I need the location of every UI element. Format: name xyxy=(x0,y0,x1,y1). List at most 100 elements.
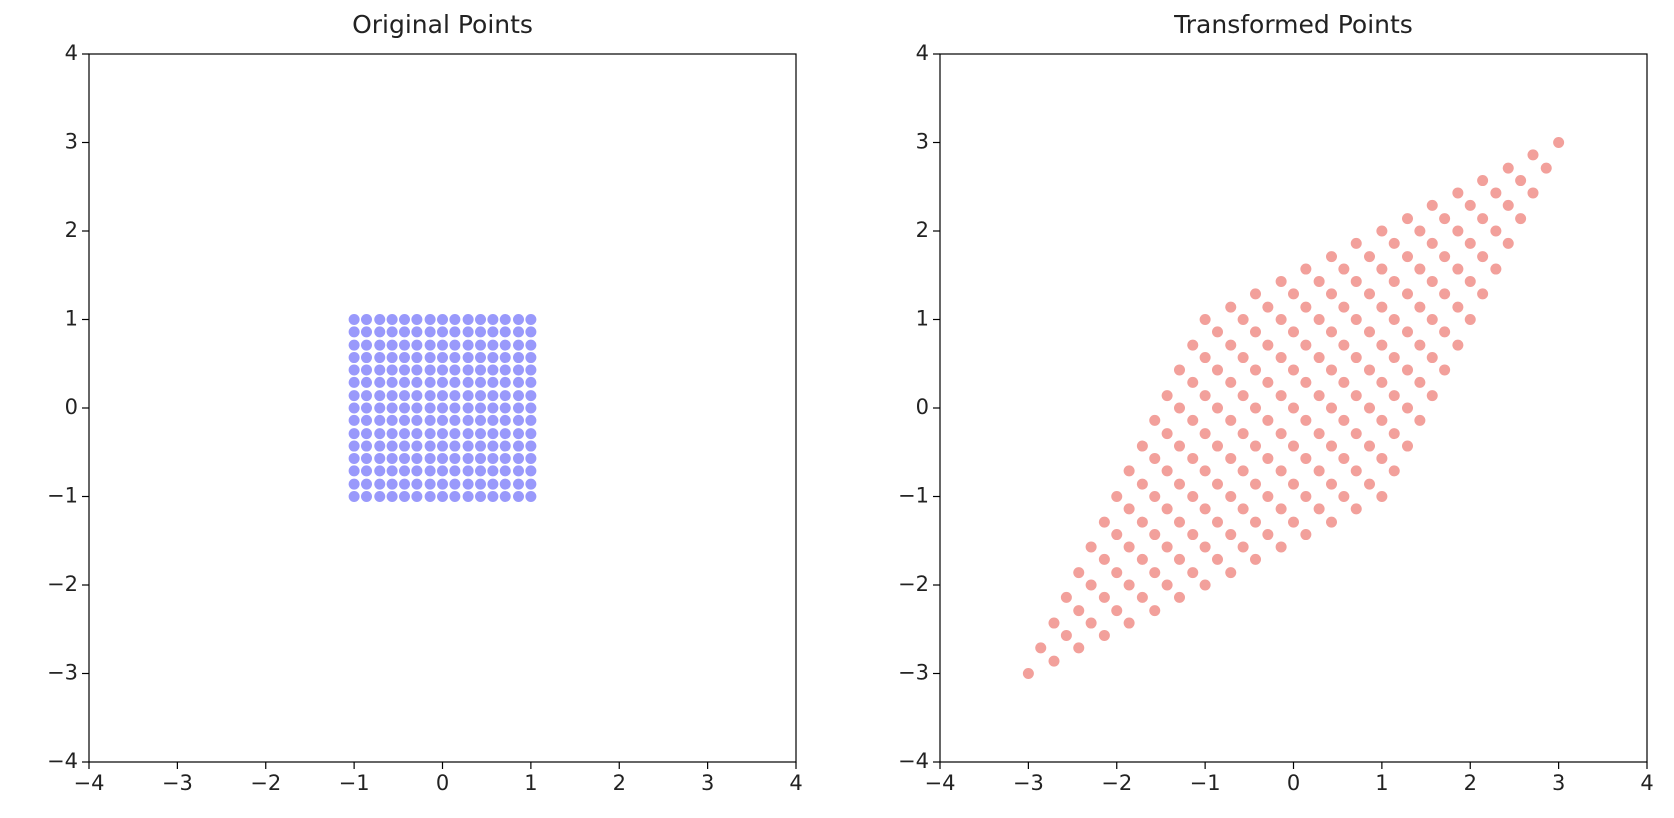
point xyxy=(1452,187,1464,199)
point xyxy=(1326,478,1338,490)
point xyxy=(499,326,511,338)
point xyxy=(424,390,436,402)
point xyxy=(487,326,499,338)
point xyxy=(398,491,410,502)
point xyxy=(1211,440,1223,452)
x-tick-label: 1 xyxy=(524,771,537,795)
point xyxy=(1553,137,1565,148)
point xyxy=(1262,414,1274,426)
point xyxy=(1326,364,1338,376)
point xyxy=(360,452,372,464)
point xyxy=(1048,655,1060,667)
x-tick-label: 3 xyxy=(701,771,714,795)
point xyxy=(1477,288,1489,300)
point xyxy=(1414,225,1426,237)
x-tick-label: −1 xyxy=(339,771,370,795)
point xyxy=(1211,364,1223,376)
point xyxy=(513,478,525,490)
y-tick-label: 0 xyxy=(65,395,78,419)
point xyxy=(1288,516,1299,528)
point xyxy=(1364,402,1376,414)
point xyxy=(411,339,423,351)
point xyxy=(437,352,448,364)
point xyxy=(1350,428,1362,440)
point xyxy=(1376,414,1388,426)
point xyxy=(348,491,360,502)
point xyxy=(449,465,461,477)
point xyxy=(1464,199,1476,211)
point xyxy=(1313,352,1325,364)
point xyxy=(1262,452,1274,464)
point xyxy=(398,376,410,388)
point xyxy=(1060,629,1072,641)
point xyxy=(411,364,423,376)
point xyxy=(1364,440,1376,452)
point xyxy=(1085,579,1097,591)
point xyxy=(1173,478,1185,490)
point xyxy=(1199,465,1211,477)
point xyxy=(449,452,461,464)
point xyxy=(1326,440,1338,452)
point xyxy=(1326,402,1338,414)
point xyxy=(1249,288,1261,300)
point xyxy=(1262,376,1274,388)
point xyxy=(525,402,537,414)
point xyxy=(424,352,436,364)
point xyxy=(386,491,398,502)
point xyxy=(525,376,537,388)
point xyxy=(386,414,398,426)
point xyxy=(424,452,436,464)
point xyxy=(1527,187,1539,199)
point xyxy=(348,402,360,414)
point xyxy=(386,364,398,376)
point xyxy=(499,491,511,502)
point xyxy=(1262,491,1274,502)
point xyxy=(1426,314,1438,325)
point xyxy=(348,478,360,490)
point xyxy=(411,390,423,402)
point xyxy=(1376,301,1388,313)
point xyxy=(475,402,487,414)
point xyxy=(1060,591,1072,603)
point xyxy=(1275,503,1287,515)
point xyxy=(424,402,436,414)
point xyxy=(1288,326,1299,338)
point xyxy=(1402,288,1414,300)
point xyxy=(1288,364,1299,376)
point xyxy=(437,478,448,490)
point xyxy=(398,314,410,325)
point xyxy=(1225,529,1237,541)
point xyxy=(411,478,423,490)
point xyxy=(424,478,436,490)
point xyxy=(411,440,423,452)
point xyxy=(1300,491,1312,502)
point xyxy=(1350,503,1362,515)
point xyxy=(1414,301,1426,313)
point xyxy=(487,352,499,364)
y-tick-label: −1 xyxy=(898,484,929,508)
point xyxy=(374,414,386,426)
point xyxy=(1338,263,1350,275)
axes-frame xyxy=(939,53,1648,763)
point xyxy=(360,314,372,325)
point xyxy=(1123,503,1135,515)
y-tick-label: −2 xyxy=(47,572,78,596)
y-tick-label: −1 xyxy=(47,484,78,508)
point xyxy=(499,452,511,464)
point xyxy=(462,440,474,452)
point xyxy=(1477,251,1489,263)
point xyxy=(1313,465,1325,477)
point xyxy=(1136,553,1148,565)
point xyxy=(499,465,511,477)
point xyxy=(1199,314,1211,325)
point xyxy=(1249,516,1261,528)
point xyxy=(1376,376,1388,388)
point xyxy=(1452,301,1464,313)
point xyxy=(1313,275,1325,287)
point xyxy=(1313,314,1325,325)
y-tick-label: 1 xyxy=(916,307,929,331)
point xyxy=(1338,339,1350,351)
point xyxy=(424,440,436,452)
point xyxy=(1173,402,1185,414)
point xyxy=(348,390,360,402)
